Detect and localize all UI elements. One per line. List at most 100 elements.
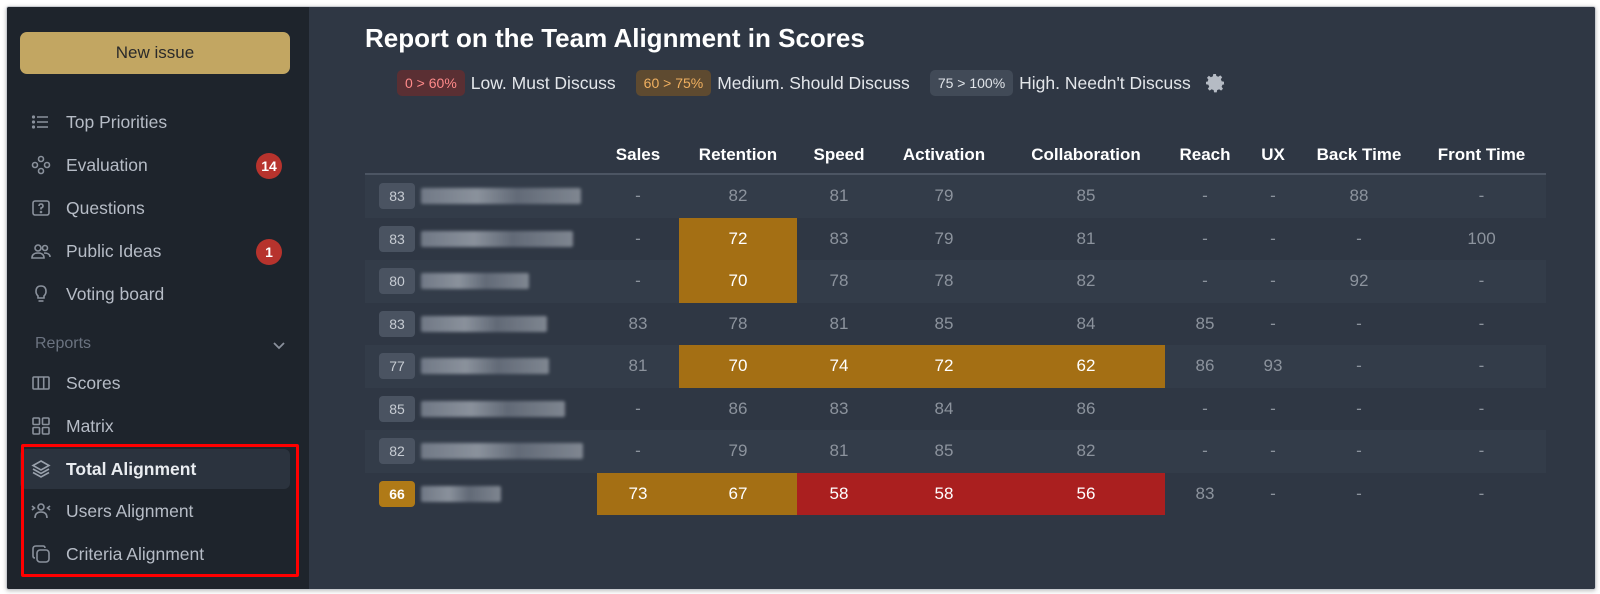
score-cell: - (1301, 387, 1417, 430)
user-cell[interactable]: 77 (365, 345, 597, 388)
sidebar-item-label: Voting board (66, 283, 165, 304)
score-cell: 93 (1245, 345, 1301, 388)
score-cell: - (1301, 472, 1417, 515)
score-cell: 70 (679, 260, 797, 303)
score-cell: - (597, 260, 679, 303)
user-score-badge: 77 (379, 353, 415, 380)
score-cell: - (597, 430, 679, 473)
score-cell: - (1417, 260, 1546, 303)
sidebar-item-voting-board[interactable]: Voting board (20, 274, 290, 314)
sidebar-item-questions[interactable]: Questions (20, 188, 290, 228)
column-header[interactable]: Activation (881, 137, 1007, 175)
score-cell: 56 (1007, 472, 1165, 515)
score-cell: 79 (881, 174, 1007, 218)
user-cell[interactable]: 66 (365, 472, 597, 515)
score-cell: - (1245, 260, 1301, 303)
list-icon (30, 111, 52, 133)
sidebar-item-label: Users Alignment (66, 500, 194, 521)
table-row[interactable]: 83-72 83 79 81- - -100 (365, 217, 1546, 260)
score-cell: 79 (881, 217, 1007, 260)
table-row[interactable]: 83 83 78 81 85 84 85- - - (365, 302, 1546, 345)
column-header[interactable]: Front Time (1417, 137, 1546, 175)
score-cell: - (1245, 302, 1301, 345)
sidebar-item-label: Scores (66, 372, 121, 393)
sidebar-item-evaluation[interactable]: Evaluation 14 (20, 145, 290, 185)
redacted-user-name (421, 443, 583, 460)
user-score-badge: 85 (379, 395, 415, 422)
legend-chip-medium: 60 > 75% (635, 70, 712, 96)
sidebar-item-scores[interactable]: Scores (20, 363, 290, 403)
score-cell: - (1165, 260, 1245, 303)
score-cell: - (1245, 387, 1301, 430)
score-cell: - (1301, 430, 1417, 473)
score-cell: 85 (881, 430, 1007, 473)
table-row[interactable]: 83-82 81 79 85- -88- (365, 174, 1546, 218)
score-cell: - (1417, 302, 1546, 345)
chevron-down-icon[interactable] (271, 337, 287, 353)
sidebar-item-public-ideas[interactable]: Public Ideas 1 (20, 231, 290, 271)
score-cell: 85 (1007, 174, 1165, 218)
sidebar-item-label: Total Alignment (66, 458, 197, 479)
sidebar-item-label: Evaluation (66, 154, 148, 175)
sidebar-item-users-alignment[interactable]: Users Alignment (20, 491, 290, 531)
score-cell: 67 (679, 472, 797, 515)
column-header[interactable]: Collaboration (1007, 137, 1165, 175)
user-cell[interactable]: 85 (365, 387, 597, 430)
sidebar-item-top-priorities[interactable]: Top Priorities (20, 102, 290, 142)
score-cell: 86 (1165, 345, 1245, 388)
score-cell: - (597, 387, 679, 430)
users-icon (30, 240, 52, 262)
gear-icon[interactable] (1203, 71, 1227, 95)
legend-text-high: High. Needn't Discuss (1019, 72, 1191, 93)
sidebar-item-criteria-alignment[interactable]: Criteria Alignment (20, 534, 290, 574)
user-cell[interactable]: 80 (365, 260, 597, 303)
sidebar-item-total-alignment[interactable]: Total Alignment (20, 449, 290, 489)
copy-icon (30, 543, 52, 565)
sidebar-item-label: Top Priorities (66, 111, 168, 132)
user-cell[interactable]: 82 (365, 430, 597, 473)
table-row[interactable]: 85-86 83 84 86- - - - (365, 387, 1546, 430)
column-header[interactable]: UX (1245, 137, 1301, 175)
user-cell[interactable]: 83 (365, 174, 597, 218)
sidebar-item-label: Public Ideas (66, 240, 162, 261)
score-cell: 82 (1007, 260, 1165, 303)
column-header[interactable]: Speed (797, 137, 881, 175)
score-cell: - (1417, 472, 1546, 515)
score-cell: 83 (597, 302, 679, 345)
score-cell: 58 (797, 472, 881, 515)
new-issue-button[interactable]: New issue (20, 32, 290, 74)
user-arrows-icon (30, 500, 52, 522)
user-score-badge: 82 (379, 438, 415, 465)
legend-text-medium: Medium. Should Discuss (717, 72, 910, 93)
user-score-badge: 83 (379, 183, 415, 210)
score-cell: 81 (1007, 217, 1165, 260)
redacted-user-name (421, 485, 501, 502)
sidebar: New issue Top Priorities Evaluation 14 Q… (7, 7, 309, 589)
table-row[interactable]: 77 81 70 74 72 62 86 93- - (365, 345, 1546, 388)
lightbulb-icon (30, 283, 52, 305)
score-cell: - (1301, 345, 1417, 388)
column-header[interactable]: Sales (597, 137, 679, 175)
sidebar-item-matrix[interactable]: Matrix (20, 406, 290, 446)
user-cell[interactable]: 83 (365, 302, 597, 345)
score-cell: 83 (1165, 472, 1245, 515)
score-cell: 83 (797, 387, 881, 430)
score-cell: 92 (1301, 260, 1417, 303)
score-cell: 58 (881, 472, 1007, 515)
score-cell: - (1417, 430, 1546, 473)
table-row[interactable]: 66 73 67 58 58 56 83- - - (365, 472, 1546, 515)
score-cell: - (1165, 387, 1245, 430)
column-header[interactable]: Back Time (1301, 137, 1417, 175)
score-cell: 86 (679, 387, 797, 430)
column-header[interactable]: Retention (679, 137, 797, 175)
score-cell: - (1301, 217, 1417, 260)
alignment-scores-table: Sales Retention Speed Activation Collabo… (365, 137, 1546, 515)
score-cell: - (597, 174, 679, 218)
sidebar-item-label: Matrix (66, 415, 114, 436)
score-cell: 82 (679, 174, 797, 218)
score-cell: - (1245, 430, 1301, 473)
column-header[interactable]: Reach (1165, 137, 1245, 175)
table-row[interactable]: 82-79 81 85 82- - - - (365, 430, 1546, 473)
user-cell[interactable]: 83 (365, 217, 597, 260)
table-row[interactable]: 80-70 78 78 82- -92- (365, 260, 1546, 303)
